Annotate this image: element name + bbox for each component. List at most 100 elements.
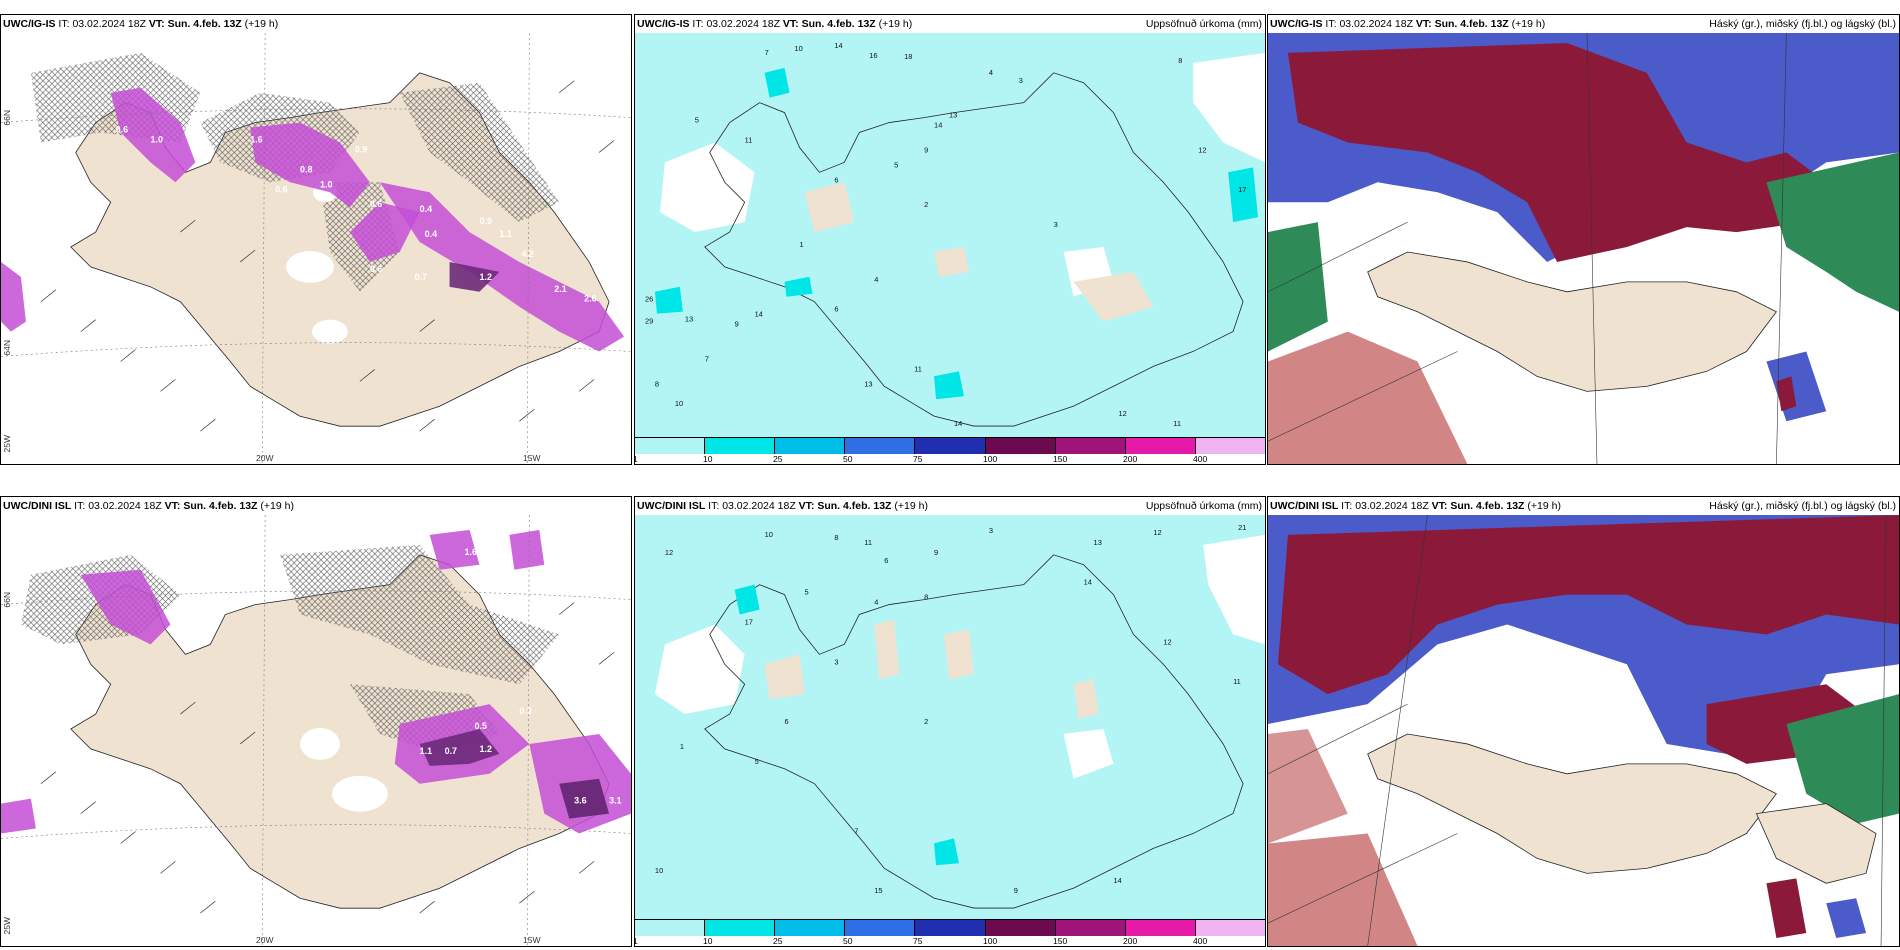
lat-label-25w: 25W <box>2 435 12 453</box>
panel-header: UWC/DINI ISL IT: 03.02.2024 18Z VT: Sun.… <box>1270 500 1896 512</box>
colorbar-label: 400 <box>1192 454 1208 464</box>
precip-value-labels: 10 8 11 12 6 9 3 5 4 13 14 15 17 8 12 3 … <box>655 523 1246 895</box>
colorbar-swatch <box>1125 920 1196 936</box>
svg-text:14: 14 <box>934 121 942 130</box>
snow-label: 0.4 <box>420 204 432 214</box>
colorbar-swatch <box>1195 438 1265 454</box>
lat-label-64: 64N <box>2 340 12 356</box>
colorbar-label: 25 <box>772 454 783 464</box>
lon-label-15w: 15W <box>523 453 541 463</box>
colorbar-swatch <box>635 920 706 936</box>
snow-label: 2.6 <box>584 294 596 304</box>
colorbar-label: 25 <box>772 936 783 946</box>
svg-text:6: 6 <box>834 305 838 314</box>
svg-text:7: 7 <box>705 354 709 363</box>
precip-value-labels: 7 10 14 16 18 5 4 3 8 11 9 14 13 12 5 6 … <box>645 41 1246 428</box>
svg-text:6: 6 <box>884 556 888 565</box>
panel-header: UWC/IG-IS IT: 03.02.2024 18Z VT: Sun. 4.… <box>1270 18 1896 30</box>
snow-label: 3.6 <box>574 796 586 806</box>
panel-header: UWC/DINI ISL IT: 03.02.2024 18Z VT: Sun.… <box>3 500 294 512</box>
colorbar-swatch <box>705 438 776 454</box>
map-panel-bottom-middle: UWC/DINI ISL IT: 03.02.2024 18Z VT: Sun.… <box>634 496 1266 947</box>
snow-label: 1.0 <box>151 134 163 144</box>
colorbar-label: 150 <box>1053 936 1068 946</box>
colorbar-swatch <box>635 438 706 454</box>
colorbar-swatch <box>1055 438 1126 454</box>
svg-text:14: 14 <box>1084 578 1092 587</box>
svg-text:9: 9 <box>924 145 928 154</box>
svg-text:3: 3 <box>1019 76 1023 85</box>
colorbar-swatch <box>985 438 1056 454</box>
snow-label: 0.4 <box>425 229 437 239</box>
svg-text:6: 6 <box>834 175 838 184</box>
svg-text:6: 6 <box>785 717 789 726</box>
map-area <box>1268 515 1899 946</box>
svg-text:13: 13 <box>949 111 957 120</box>
colorbar-swatch <box>1195 920 1265 936</box>
svg-text:16: 16 <box>869 51 877 60</box>
snow-label: 0.6 <box>275 184 287 194</box>
colorbar-swatch <box>845 438 916 454</box>
svg-text:11: 11 <box>1173 419 1181 428</box>
svg-text:11: 11 <box>864 538 872 547</box>
svg-text:4: 4 <box>874 275 878 284</box>
map-panel-top-left: UWC/IG-IS IT: 03.02.2024 18Z VT: Sun. 4.… <box>0 14 632 465</box>
svg-text:3: 3 <box>834 657 838 666</box>
colorbar-swatch <box>915 438 986 454</box>
snow-label: 0.9 <box>355 144 367 154</box>
map-area: 0.6 1.0 1.6 0.9 0.6 1.0 0.4 0.8 0.9 0.6 … <box>1 33 631 464</box>
map-area: 10 8 11 12 6 9 3 5 4 13 14 15 17 8 12 3 … <box>635 515 1265 920</box>
colorbar-label: 200 <box>1123 936 1138 946</box>
map-panel-top-middle: UWC/IG-IS IT: 03.02.2024 18Z VT: Sun. 4.… <box>634 14 1266 465</box>
svg-text:12: 12 <box>1118 409 1126 418</box>
map-area: 1.1 0.7 1.6 0.3 0.5 1.2 3.6 3.1 <box>1 515 631 946</box>
lat-label-25w: 25W <box>2 917 12 935</box>
svg-text:8: 8 <box>834 533 838 542</box>
panel-header: UWC/IG-IS IT: 03.02.2024 18Z VT: Sun. 4.… <box>637 18 1262 30</box>
svg-text:18: 18 <box>904 52 912 61</box>
svg-text:14: 14 <box>954 419 962 428</box>
colorbar-swatch <box>1055 920 1126 936</box>
snow-label: 0.9 <box>479 216 491 226</box>
snow-label: 2.1 <box>554 284 566 294</box>
svg-text:8: 8 <box>655 379 659 388</box>
svg-text:7: 7 <box>765 48 769 57</box>
lon-label-15w: 15W <box>523 935 541 945</box>
svg-text:13: 13 <box>685 315 693 324</box>
svg-text:2: 2 <box>924 200 928 209</box>
snow-label: 0.6 <box>116 125 128 135</box>
svg-text:10: 10 <box>794 44 802 53</box>
colorbar-swatch <box>915 920 986 936</box>
svg-text:14: 14 <box>1113 876 1121 885</box>
svg-text:21: 21 <box>1238 523 1246 532</box>
lat-label-66: 66N <box>2 592 12 608</box>
svg-text:12: 12 <box>665 548 673 557</box>
precip-colorbar: 1 10 25 50 75 100 150 200 400 <box>635 437 1265 464</box>
svg-text:5: 5 <box>755 757 759 766</box>
svg-text:11: 11 <box>1233 677 1241 686</box>
snow-label: 1.1 <box>420 746 432 756</box>
snow-label: 1.1 <box>499 229 511 239</box>
svg-text:10: 10 <box>655 866 663 875</box>
svg-text:3: 3 <box>989 526 993 535</box>
svg-text:11: 11 <box>745 135 753 144</box>
snow-label: 0.8 <box>300 164 312 174</box>
snow-label: 0.7 <box>445 746 457 756</box>
map-panel-top-right: UWC/IG-IS IT: 03.02.2024 18Z VT: Sun. 4.… <box>1267 14 1900 465</box>
snow-label: 1.6 <box>465 547 477 557</box>
colorbar-label: 150 <box>1053 454 1068 464</box>
snow-label: 0.3 <box>519 706 531 716</box>
map-area: 7 10 14 16 18 5 4 3 8 11 9 14 13 12 5 6 … <box>635 33 1265 438</box>
svg-text:8: 8 <box>924 593 928 602</box>
colorbar-swatch <box>845 920 916 936</box>
svg-text:12: 12 <box>1153 528 1161 537</box>
snow-label: 0.5 <box>474 721 486 731</box>
colorbar-label: 75 <box>912 936 923 946</box>
colorbar-label: 200 <box>1123 454 1138 464</box>
svg-text:9: 9 <box>934 548 938 557</box>
svg-text:9: 9 <box>735 320 739 329</box>
svg-text:26: 26 <box>645 295 653 304</box>
colorbar-label: 100 <box>983 454 998 464</box>
snow-label: 1.2 <box>479 272 491 282</box>
colorbar-swatch <box>775 920 846 936</box>
